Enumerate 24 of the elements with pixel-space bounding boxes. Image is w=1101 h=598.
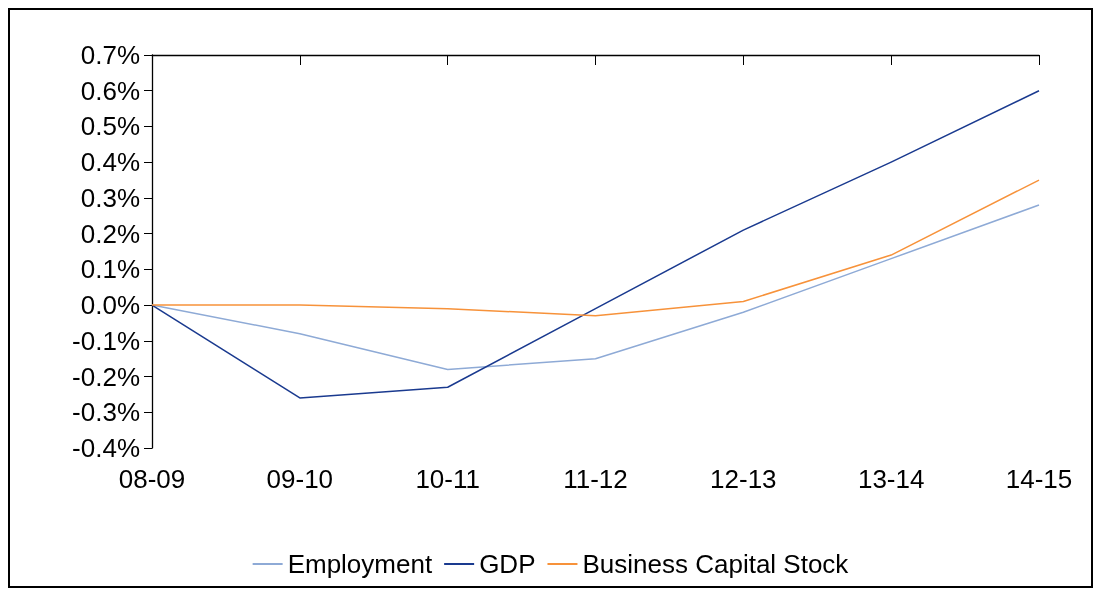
x-tick-label: 13-14 (857, 464, 925, 494)
y-tick-label: 0.6% (80, 75, 140, 106)
y-tick-label: -0.4% (72, 433, 140, 463)
legend-label: Employment (287, 549, 433, 579)
y-tick-label: 0.3% (80, 182, 140, 213)
x-tick-label: 08-09 (118, 464, 186, 494)
y-tick-label: 0.1% (80, 254, 140, 285)
legend-label: GDP (479, 549, 536, 579)
x-tick-label: 11-12 (563, 464, 628, 494)
legend-label: Business Capital Stock (582, 549, 850, 579)
y-tick-label: 0.7% (80, 40, 140, 70)
x-tick-label: 14-15 (1005, 464, 1073, 494)
y-tick-label: -0.3% (72, 397, 140, 428)
line-series (151, 89, 1040, 399)
y-tick-label: -0.2% (72, 361, 140, 392)
x-tick-label: 12-13 (710, 464, 777, 494)
y-tick-label: 0.5% (80, 111, 140, 142)
y-tick-label: 0.4% (80, 147, 140, 178)
x-tick-label: 09-10 (266, 464, 334, 494)
line-series (151, 179, 1040, 317)
y-tick-label: 0.2% (80, 218, 140, 249)
x-tick-label: 10-11 (415, 464, 480, 494)
y-tick-label: 0.0% (80, 290, 140, 321)
y-tick-label: -0.1% (72, 325, 140, 356)
